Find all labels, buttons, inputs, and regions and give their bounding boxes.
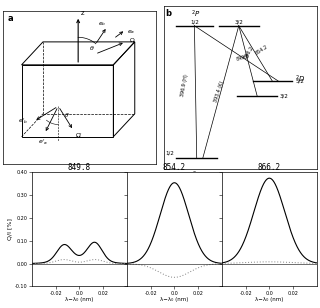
Text: b: b — [165, 10, 171, 18]
Text: 866.2: 866.2 — [243, 45, 254, 59]
Text: $\Omega$: $\Omega$ — [129, 36, 135, 44]
Text: z: z — [81, 10, 85, 16]
Text: $e_a$: $e_a$ — [127, 28, 135, 36]
Text: 854.2: 854.2 — [254, 44, 269, 56]
Text: $e_b$: $e_b$ — [98, 20, 107, 28]
Text: $\Omega'$: $\Omega'$ — [75, 131, 83, 140]
Text: 3/2: 3/2 — [234, 19, 243, 24]
Text: 849.8: 849.8 — [236, 53, 251, 62]
Text: $e'_a$: $e'_a$ — [38, 137, 48, 147]
Text: $^2P$: $^2P$ — [191, 9, 201, 20]
Text: $e'_b$: $e'_b$ — [19, 116, 28, 126]
Text: $\theta'$: $\theta'$ — [64, 112, 71, 120]
Y-axis label: Q/I [%]: Q/I [%] — [7, 218, 12, 241]
Text: $\theta$: $\theta$ — [89, 43, 95, 51]
Text: 1/2: 1/2 — [190, 19, 199, 24]
X-axis label: λ−λ₀ (nm): λ−λ₀ (nm) — [160, 297, 188, 302]
Text: $^2D$: $^2D$ — [295, 73, 306, 85]
Text: 1/2: 1/2 — [166, 151, 174, 156]
Title: 866.2: 866.2 — [258, 164, 281, 172]
Text: 5/2: 5/2 — [295, 79, 304, 84]
Title: 849.8: 849.8 — [68, 164, 91, 172]
Text: 3/2: 3/2 — [280, 93, 289, 99]
Text: a: a — [8, 14, 13, 23]
Text: 393.4 (K): 393.4 (K) — [213, 80, 225, 103]
Title: 854.2: 854.2 — [163, 164, 186, 172]
Text: 396.9 (H): 396.9 (H) — [180, 74, 189, 97]
X-axis label: λ−λ₀ (nm): λ−λ₀ (nm) — [255, 297, 284, 302]
X-axis label: λ−λ₀ (nm): λ−λ₀ (nm) — [65, 297, 94, 302]
Text: $^2S$: $^2S$ — [192, 169, 202, 181]
